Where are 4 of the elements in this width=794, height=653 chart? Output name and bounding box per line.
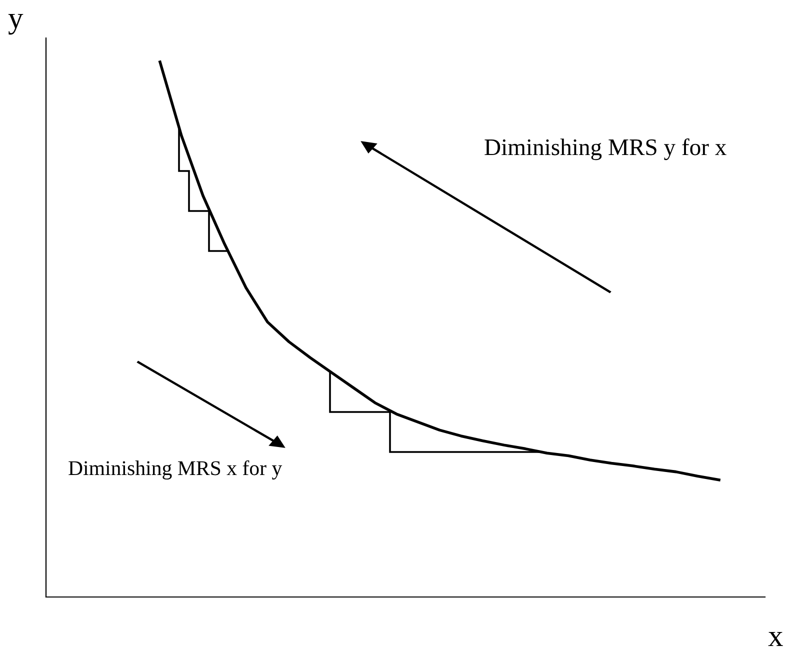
annotation: Diminishing MRS y for x (484, 138, 726, 160)
annotation: Diminishing MRS x for y (68, 460, 282, 480)
y-axis-title: y (8, 14, 24, 35)
x-axis-title: x (768, 632, 783, 646)
